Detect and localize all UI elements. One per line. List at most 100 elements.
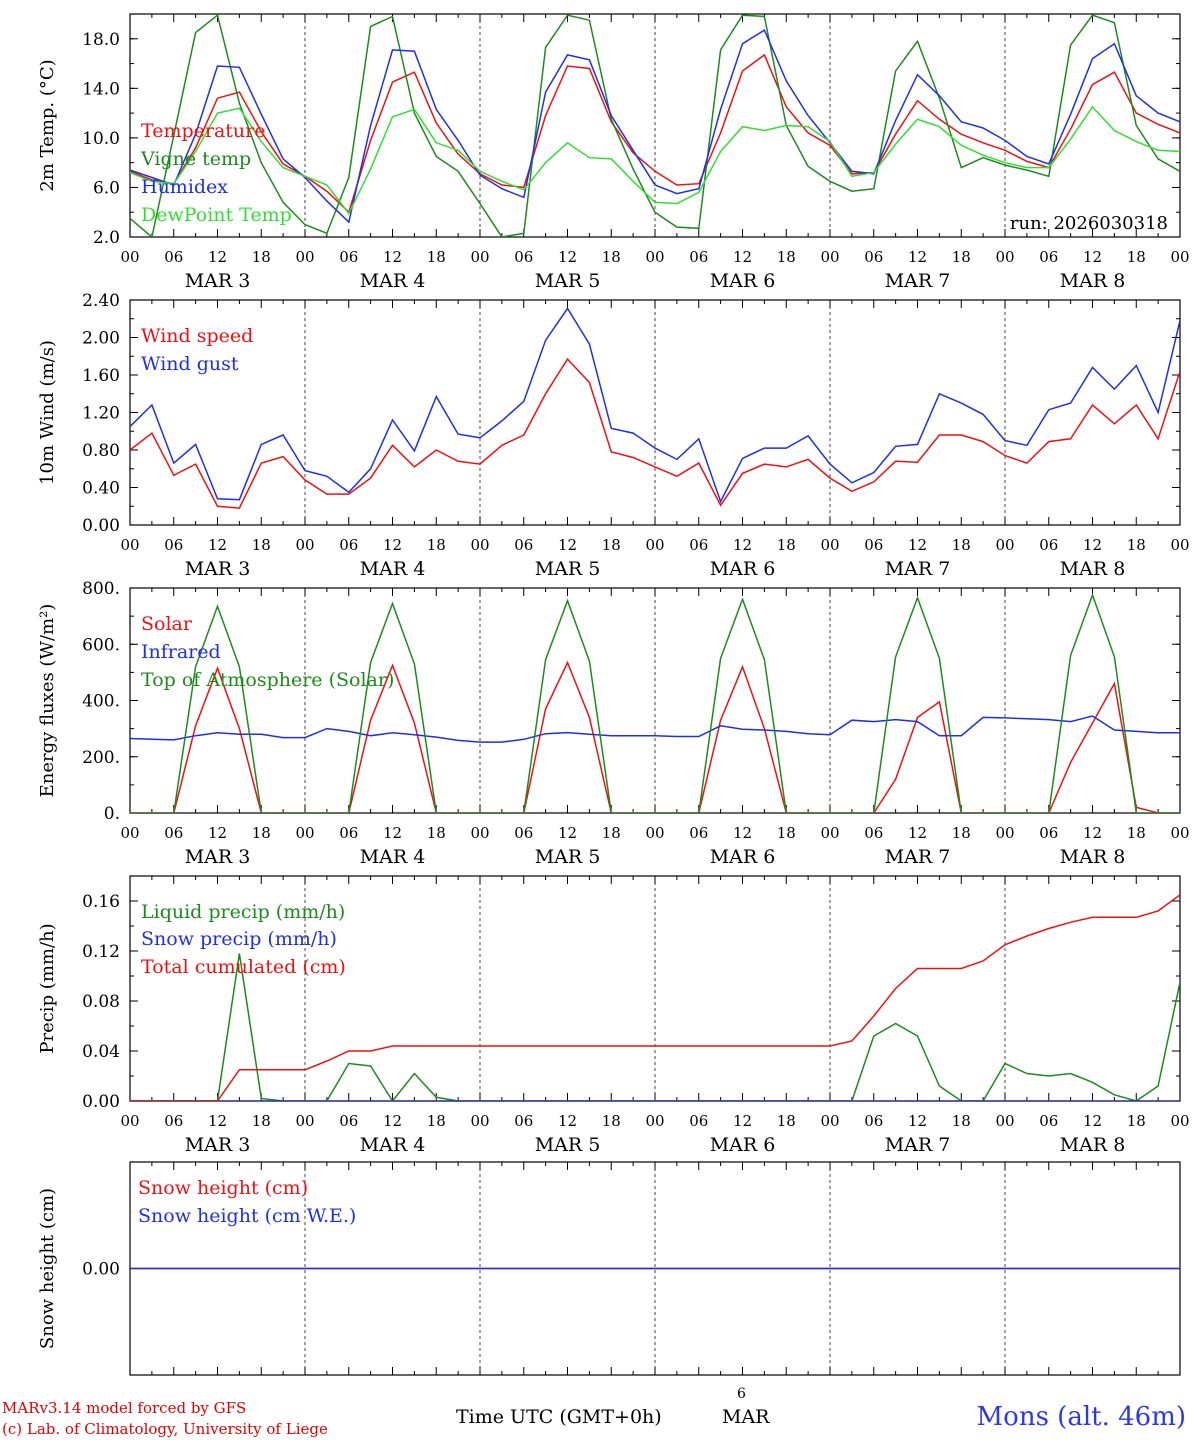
x-tick-label: 12	[208, 248, 227, 266]
x-tick-label: 00	[1170, 824, 1189, 842]
x-tick-label: 00	[1170, 248, 1189, 266]
x-tick-label: 12	[733, 1112, 752, 1130]
y-axis-label: Snow height (cm)	[37, 1188, 58, 1349]
lab-credit: (c) Lab. of Climatology, University of L…	[2, 1420, 328, 1438]
series-line-wind-speed	[130, 357, 1180, 509]
model-credit: MARv3.14 model forced by GFS	[2, 1399, 247, 1417]
x-tick-label: 00	[295, 1112, 314, 1130]
x-tick-label: 06	[164, 1112, 183, 1130]
x-tick-label: 00	[995, 248, 1014, 266]
x-tick-label: 18	[602, 1112, 621, 1130]
mid-month-label: MAR	[722, 1406, 770, 1428]
x-tick-label: 12	[383, 824, 402, 842]
x-tick-label: 00	[1170, 1112, 1189, 1130]
x-day-label: MAR 6	[710, 1134, 776, 1156]
legend-entry: Liquid precip (mm/h)	[141, 901, 345, 923]
station-label: Mons (alt. 46m)	[976, 1402, 1186, 1432]
x-day-label: MAR 4	[360, 558, 426, 580]
y-axis-label: Energy fluxes (W/m²)	[37, 604, 58, 798]
x-tick-label: 00	[995, 1112, 1014, 1130]
x-day-label: MAR 8	[1060, 1134, 1126, 1156]
y-tick-label: 0.04	[82, 1042, 120, 1062]
x-tick-label: 12	[383, 248, 402, 266]
legend-entry: Humidex	[141, 176, 228, 198]
series-line-total-cumulated-cm-	[130, 894, 1180, 1101]
x-tick-label: 00	[470, 536, 489, 554]
y-axis-label: Precip (mm/h)	[37, 923, 58, 1053]
x-tick-label: 06	[514, 824, 533, 842]
x-tick-label: 18	[952, 824, 971, 842]
legend-entry: Top of Atmosphere (Solar)	[141, 669, 394, 691]
x-tick-label: 06	[689, 1112, 708, 1130]
x-tick-label: 06	[864, 824, 883, 842]
x-tick-label: 00	[470, 1112, 489, 1130]
run-label: run: 2026030318	[1010, 213, 1168, 234]
x-day-label: MAR 8	[1060, 558, 1126, 580]
x-day-label: MAR 6	[710, 846, 776, 868]
y-tick-label: 0.00	[82, 1260, 120, 1280]
x-tick-label: 00	[820, 824, 839, 842]
x-tick-label: 18	[427, 536, 446, 554]
x-tick-label: 12	[908, 536, 927, 554]
y-tick-label: 0.80	[82, 441, 120, 461]
x-day-label: MAR 8	[1060, 270, 1126, 292]
y-tick-label: 0.12	[82, 942, 120, 962]
x-tick-label: 18	[952, 1112, 971, 1130]
x-tick-label: 00	[1170, 536, 1189, 554]
panel-3: 0. 200. 400. 600. 800. Energy fluxes (W/m²) 00…	[37, 579, 1190, 868]
x-tick-label: 12	[208, 536, 227, 554]
legend-entry: Wind gust	[141, 353, 239, 375]
x-day-label: MAR 5	[535, 270, 601, 292]
x-tick-label: 00	[295, 824, 314, 842]
series-line-infrared	[130, 715, 1180, 743]
legend-entry: Solar	[141, 613, 193, 635]
x-tick-label: 06	[339, 1112, 358, 1130]
x-tick-label: 06	[864, 1112, 883, 1130]
x-tick-label: 06	[1039, 824, 1058, 842]
x-tick-label: 12	[383, 536, 402, 554]
x-tick-label: 00	[120, 536, 139, 554]
x-day-label: MAR 3	[185, 558, 251, 580]
y-tick-label: 0.00	[82, 1092, 120, 1112]
x-tick-label: 12	[908, 248, 927, 266]
x-tick-label: 18	[252, 248, 271, 266]
y-tick-label: 0.	[104, 804, 120, 824]
x-tick-label: 12	[733, 824, 752, 842]
legend-entry: Wind speed	[141, 325, 253, 347]
x-tick-label: 00	[645, 248, 664, 266]
y-tick-label: 0.08	[82, 992, 120, 1012]
x-tick-label: 06	[689, 824, 708, 842]
legend-entry: Temperature	[141, 120, 265, 142]
y-tick-label: 0.16	[82, 892, 120, 912]
x-tick-label: 00	[645, 536, 664, 554]
x-tick-label: 06	[514, 248, 533, 266]
x-day-label: MAR 6	[710, 270, 776, 292]
x-tick-label: 12	[558, 824, 577, 842]
x-tick-label: 18	[777, 248, 796, 266]
x-day-label: MAR 4	[360, 1134, 426, 1156]
x-tick-label: 18	[777, 536, 796, 554]
x-tick-label: 18	[252, 824, 271, 842]
y-tick-label: 2.40	[82, 291, 120, 311]
x-tick-label: 12	[733, 536, 752, 554]
legend-entry: Snow precip (mm/h)	[141, 928, 337, 950]
y-tick-label: 2.0	[93, 228, 120, 248]
x-tick-label: 12	[1083, 248, 1102, 266]
x-day-label: MAR 6	[710, 558, 776, 580]
x-tick-label: 18	[427, 1112, 446, 1130]
x-tick-label: 18	[427, 248, 446, 266]
panel-5: 0.00 Snow height (cm) Snow height (cm) Snow…	[37, 1161, 1181, 1376]
x-tick-label: 12	[558, 536, 577, 554]
y-tick-label: 1.60	[82, 366, 120, 386]
y-tick-label: 14.0	[82, 79, 120, 99]
x-tick-label: 18	[952, 536, 971, 554]
series-line-wind-gust	[130, 307, 1180, 504]
x-tick-label: 00	[295, 248, 314, 266]
legend-entry: Total cumulated (cm)	[141, 956, 346, 978]
x-tick-label: 06	[514, 1112, 533, 1130]
x-tick-label: 00	[820, 1112, 839, 1130]
series-line-dewpoint-temp	[130, 105, 1180, 215]
x-tick-label: 00	[470, 824, 489, 842]
y-axis-label: 10m Wind (m/s)	[37, 340, 58, 485]
x-tick-label: 00	[120, 1112, 139, 1130]
